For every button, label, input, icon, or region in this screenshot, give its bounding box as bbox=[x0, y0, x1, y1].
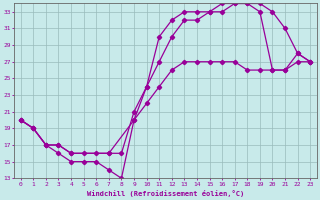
X-axis label: Windchill (Refroidissement éolien,°C): Windchill (Refroidissement éolien,°C) bbox=[87, 190, 244, 197]
